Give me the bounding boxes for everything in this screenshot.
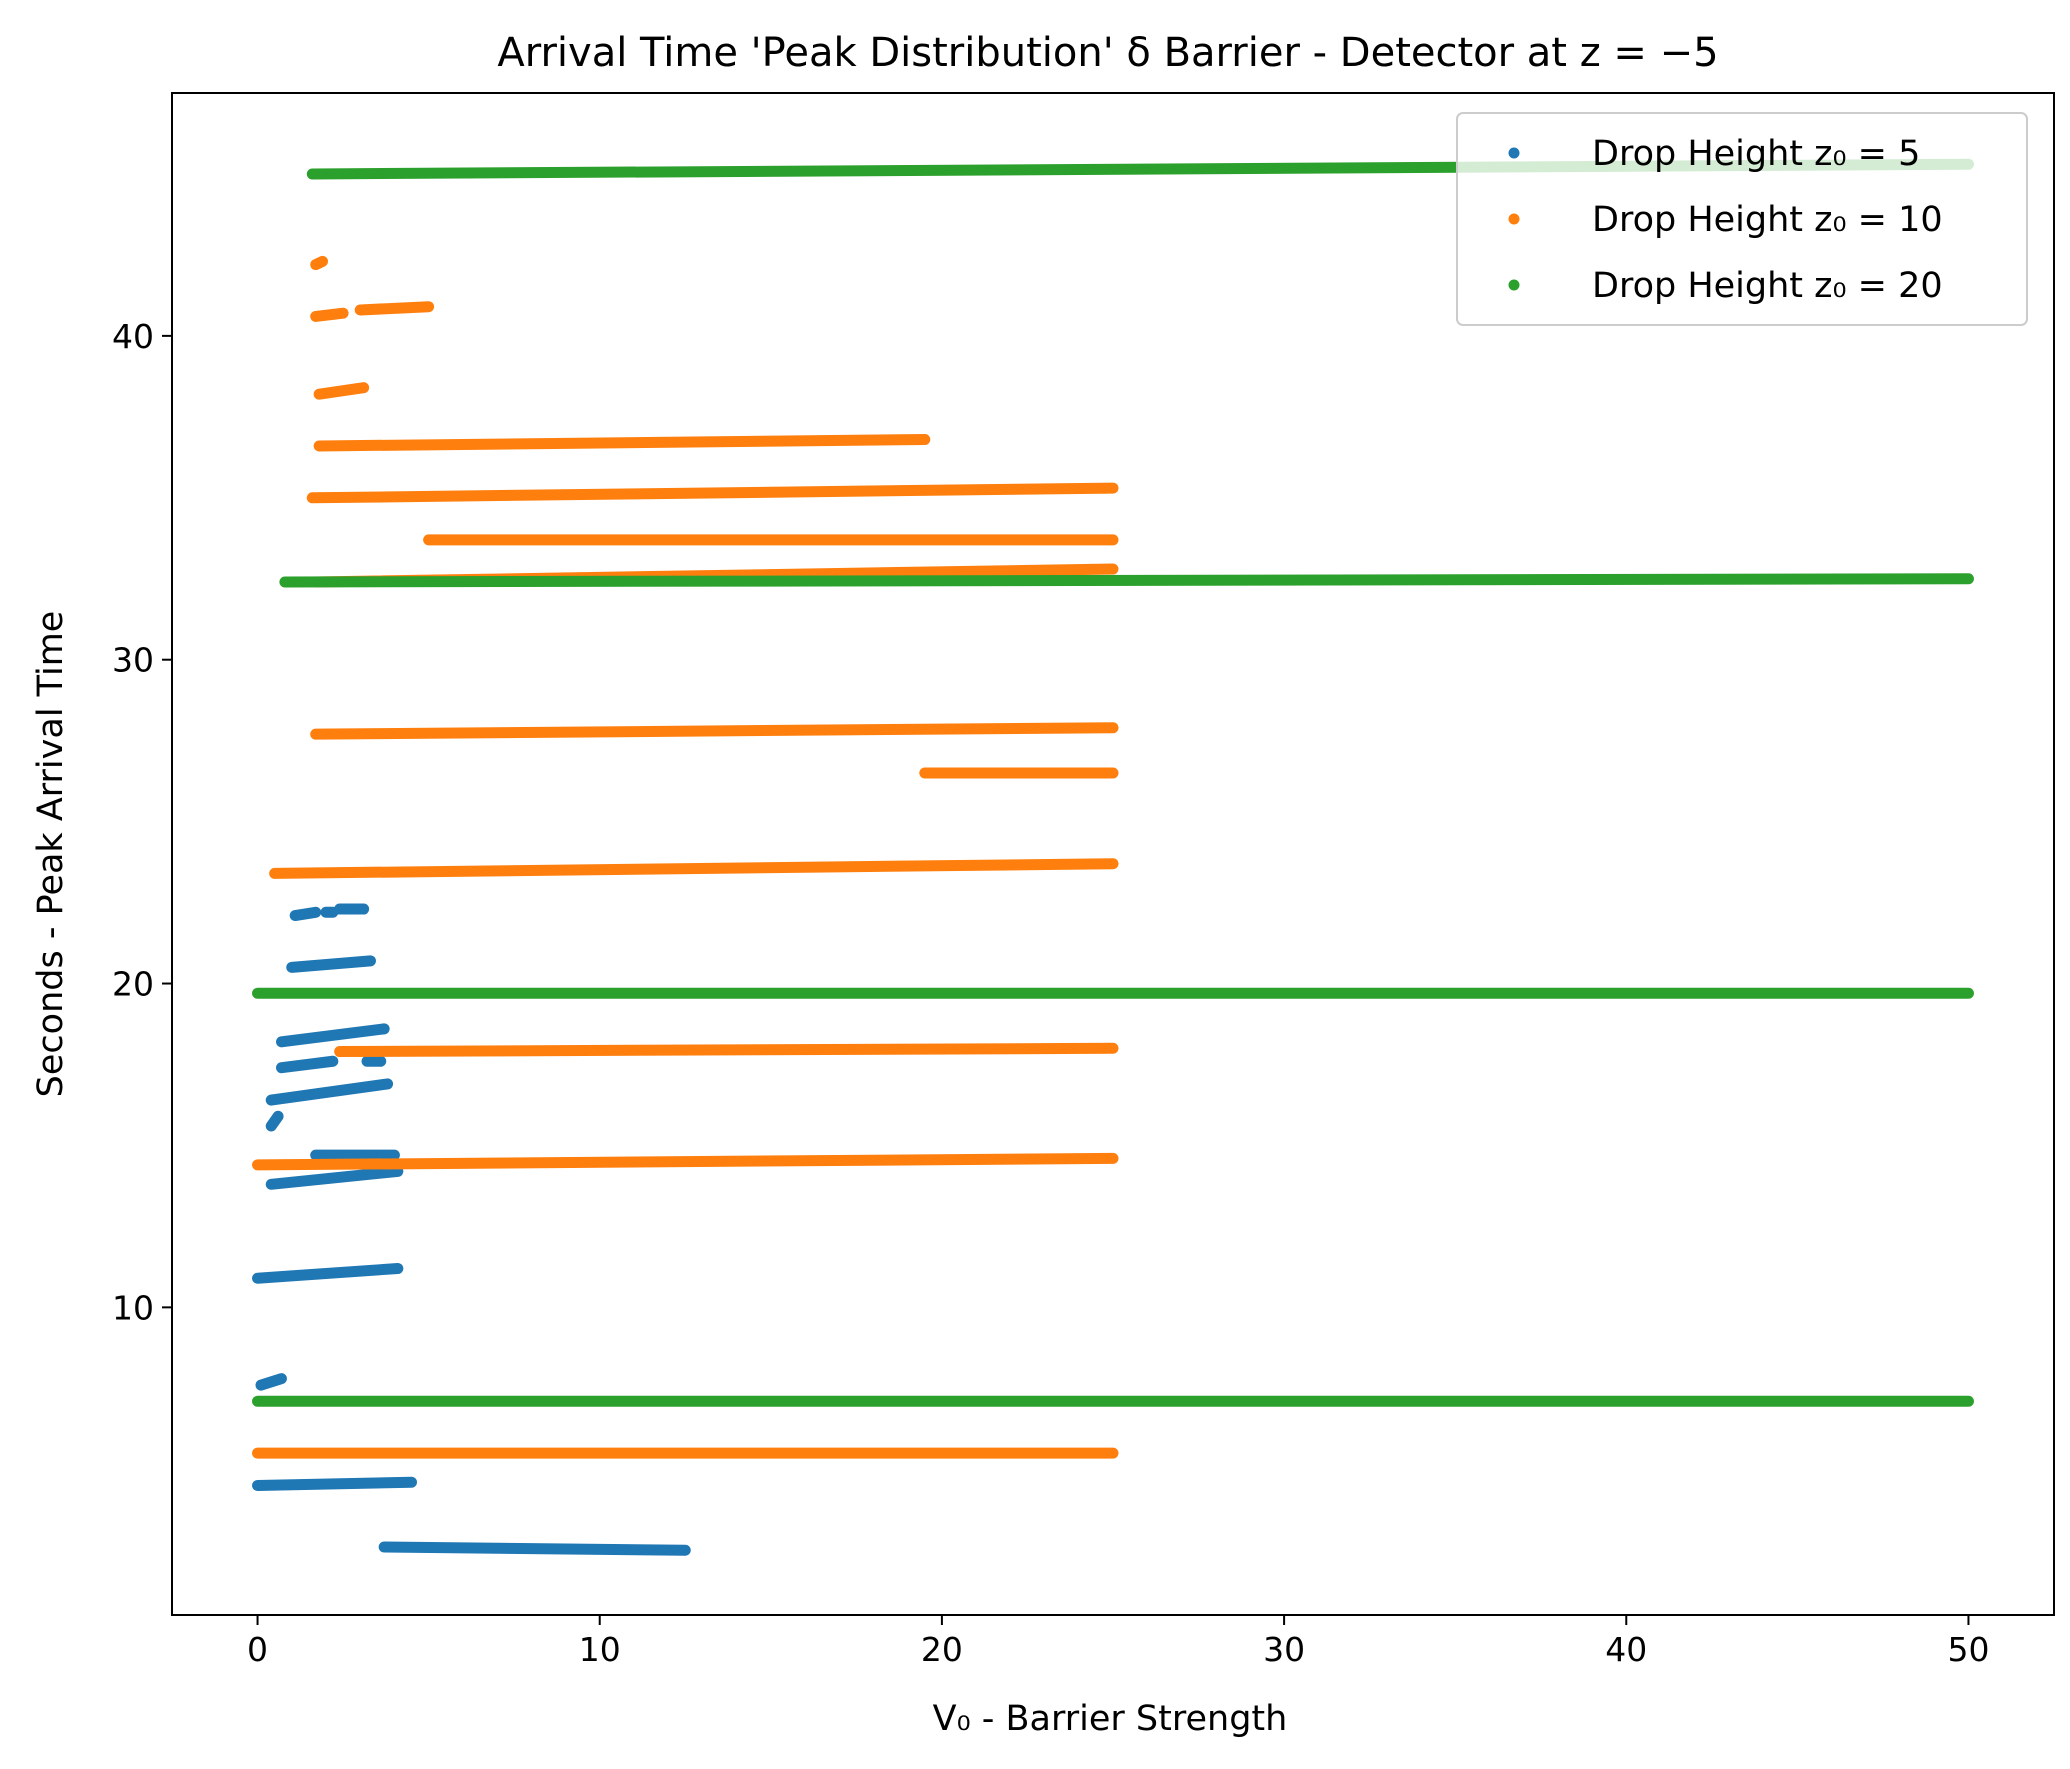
x-tick-label: 10	[579, 1630, 621, 1669]
data-point-run	[310, 255, 329, 271]
chart-title: Arrival Time 'Peak Distribution' δ Barri…	[497, 30, 1718, 76]
data-point-run	[255, 1373, 287, 1391]
legend-label: Drop Height z₀ = 10	[1592, 200, 1943, 240]
data-point-run	[313, 433, 931, 452]
legend-marker	[1508, 213, 1520, 225]
data-point-run	[286, 955, 376, 973]
x-tick-label: 30	[1263, 1630, 1305, 1669]
data-point-run	[252, 1263, 404, 1284]
y-tick-label: 20	[112, 965, 154, 1004]
data-point-run	[310, 307, 349, 322]
legend: Drop Height z₀ = 5 Drop Height z₀ = 10 Dro…	[1456, 112, 2028, 326]
y-tick-label: 30	[112, 641, 154, 680]
data-point-run	[252, 1476, 418, 1491]
x-tick-label: 40	[1605, 1630, 1647, 1669]
data-point-run	[265, 1165, 404, 1190]
series-2	[252, 255, 1119, 1459]
data-point-run	[265, 1078, 394, 1106]
legend-label: Drop Height z₀ = 5	[1592, 134, 1920, 174]
data-point-run	[252, 1152, 1119, 1171]
y-axis-label: Seconds - Peak Arrival Time	[31, 611, 71, 1098]
axes-frame	[171, 92, 2055, 1616]
legend-marker	[1508, 279, 1520, 291]
series-3	[252, 158, 1974, 1407]
data-point-run	[313, 382, 370, 400]
y-tick-label: 40	[112, 317, 154, 356]
data-point-run	[354, 301, 435, 316]
data-point-run	[265, 1110, 284, 1132]
data-point-run	[279, 573, 1974, 588]
data-point-run	[378, 1541, 691, 1556]
x-tick-label: 50	[1947, 1630, 1989, 1669]
legend-label: Drop Height z₀ = 20	[1592, 266, 1943, 306]
data-point-run	[306, 482, 1119, 504]
x-axis-label: V₀ - Barrier Strength	[933, 1699, 1288, 1739]
axis-ticks: 0 10 20 30 40 50 10 20 30 40	[112, 317, 1989, 1669]
series-1	[252, 903, 691, 1556]
x-tick-label: 0	[247, 1630, 268, 1669]
y-tick-label: 10	[112, 1288, 154, 1327]
legend-box	[1456, 112, 2028, 326]
legend-marker	[1508, 147, 1520, 159]
plot-area	[252, 158, 1974, 1556]
data-point-run	[275, 1055, 339, 1074]
data-point-run	[275, 1023, 390, 1048]
data-point-run	[269, 858, 1119, 879]
data-point-run	[310, 722, 1119, 740]
x-tick-label: 20	[921, 1630, 963, 1669]
data-point-run	[289, 906, 322, 922]
data-point-run	[334, 1042, 1119, 1058]
